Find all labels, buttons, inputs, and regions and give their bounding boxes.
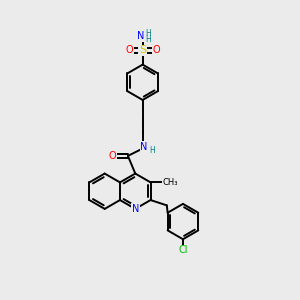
- Text: H: H: [146, 29, 152, 38]
- Text: H: H: [146, 35, 152, 44]
- Text: N: N: [137, 31, 145, 41]
- Text: Cl: Cl: [178, 245, 188, 255]
- Text: N: N: [132, 204, 139, 214]
- Text: O: O: [152, 46, 160, 56]
- Text: S: S: [139, 46, 146, 56]
- Text: CH₃: CH₃: [162, 178, 178, 187]
- Text: O: O: [109, 151, 116, 161]
- Text: H: H: [149, 146, 155, 155]
- Text: O: O: [125, 46, 133, 56]
- Text: N: N: [140, 142, 148, 152]
